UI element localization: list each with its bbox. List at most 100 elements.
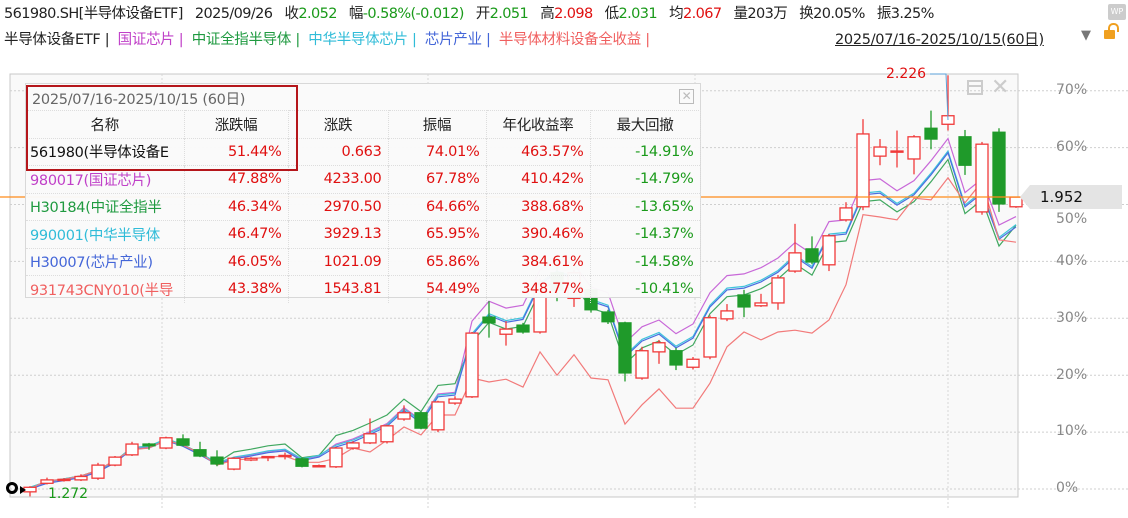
candle-body	[992, 131, 1006, 205]
table-row[interactable]: 561980(半导体设备E 51.44% 0.663 74.01% 463.57% -14…	[26, 137, 701, 166]
candle-body	[363, 433, 377, 444]
row-name: 561980(半导体设备E	[26, 137, 185, 166]
low-value: 2.031	[618, 6, 658, 22]
candle-body	[516, 324, 530, 333]
candle-body	[108, 456, 122, 466]
annualized-return-cell: 390.46%	[486, 220, 591, 248]
table-row[interactable]: H30184(中证全指半 46.34% 2970.50 64.66% 388.68% -1…	[26, 192, 701, 221]
row-name: 980017(国证芯片)	[26, 165, 185, 193]
candle-body	[958, 136, 972, 166]
row-name: 931743CNY010(半导	[26, 275, 185, 303]
symbol: 561980.SH[半导体设备ETF]	[4, 6, 183, 22]
candle-body	[652, 342, 666, 353]
table-row[interactable]: H30007(芯片产业) 46.05% 1021.09 65.86% 384.61% -1…	[26, 247, 701, 276]
candle-up	[108, 455, 122, 467]
candle-down	[193, 441, 207, 458]
candle-body	[346, 442, 360, 449]
candle-up	[686, 356, 700, 370]
amplitude-cell: 54.49%	[388, 275, 487, 303]
candle-body	[227, 457, 241, 470]
legend-item-931743[interactable]: 半导体材料设备全收益 |	[498, 32, 650, 48]
close-icon[interactable]: ✕	[991, 75, 1010, 100]
candle-up	[822, 234, 836, 272]
close-icon[interactable]: ✕	[679, 89, 694, 104]
col-annualized: 年化收益率	[486, 110, 591, 138]
panel-controls: ✕	[967, 75, 1017, 100]
candle-body	[975, 143, 989, 213]
annualized-return-cell: 348.77%	[486, 275, 591, 303]
candle-up	[448, 396, 462, 405]
candle-body	[74, 475, 88, 481]
candle-up	[40, 477, 54, 485]
col-change-pct: 涨跌幅	[184, 110, 289, 138]
change-value: -0.58%(-0.012)	[362, 6, 465, 22]
quote-date: 2025/09/26	[194, 6, 273, 22]
table-row[interactable]: 931743CNY010(半导 43.38% 1543.81 54.49% 348.77…	[26, 275, 701, 303]
candle-down	[669, 347, 683, 371]
candle-up	[159, 436, 173, 450]
table-row[interactable]: 980017(国证芯片) 47.88% 4233.00 67.78% 410.42% -1…	[26, 165, 701, 193]
candle-up	[278, 452, 292, 460]
y-tick-label: 30%	[1056, 309, 1088, 326]
candle-up	[261, 455, 275, 462]
col-max-drawdown: 最大回撤	[590, 110, 701, 138]
legend-item-990001[interactable]: 中华半导体芯片 |	[308, 32, 417, 48]
candle-down	[176, 434, 190, 447]
row-name: H30184(中证全指半	[26, 192, 185, 221]
lock-icon[interactable]	[1104, 23, 1119, 39]
candle-body	[414, 412, 428, 429]
candle-down	[992, 128, 1006, 212]
change-cell: 1543.81	[288, 275, 389, 303]
candle-body	[805, 248, 819, 263]
table-row[interactable]: 990001(中华半导体 46.47% 3929.13 65.95% 390.46% -1…	[26, 220, 701, 248]
candle-body	[91, 464, 105, 479]
candle-body	[737, 294, 751, 308]
candle-body	[397, 412, 411, 420]
candle-up	[652, 339, 666, 364]
low-marker-label: 1.272	[48, 486, 89, 502]
legend-item-h30007[interactable]: 芯片产业 |	[424, 32, 491, 48]
candle-body	[890, 150, 904, 153]
candle-body	[210, 456, 224, 465]
y-tick-label: 60%	[1056, 138, 1088, 155]
candle-up	[873, 139, 887, 166]
window-icon[interactable]	[967, 80, 983, 95]
high-value: 2.098	[554, 6, 593, 22]
change-pct-cell: 46.34%	[184, 192, 289, 221]
candle-up	[380, 424, 394, 444]
candle-body	[873, 146, 887, 157]
amplitude-cell: 64.66%	[388, 192, 487, 221]
candle-down	[805, 236, 819, 265]
table-header: 名称 涨跌幅 涨跌 振幅 年化收益率 最大回撤	[26, 110, 701, 138]
legend-item-980017[interactable]: 国证芯片 |	[117, 32, 184, 48]
legend-item-etf[interactable]: 半导体设备ETF |	[4, 32, 110, 48]
triangle-down-icon[interactable]: ▼	[1081, 28, 1091, 43]
max-drawdown-cell: -13.65%	[590, 192, 701, 221]
candle-down	[924, 110, 938, 150]
y-tick-label: 0%	[1056, 480, 1079, 497]
candle-body	[244, 457, 258, 461]
max-drawdown-cell: -14.91%	[590, 137, 701, 166]
y-tick-label: 10%	[1056, 423, 1088, 440]
annualized-return-cell: 388.68%	[486, 192, 591, 221]
close-label: 收	[284, 6, 299, 22]
candle-body	[635, 350, 649, 379]
origin-handle-icon[interactable]	[6, 482, 26, 494]
current-price-tag: 1.952	[1020, 185, 1122, 209]
legend-item-h30184[interactable]: 中证全指半导体 |	[191, 32, 301, 48]
candle-down	[601, 309, 615, 324]
change-pct-cell: 46.05%	[184, 247, 289, 276]
candle-up	[635, 346, 649, 380]
wp-icon[interactable]: WP	[1108, 4, 1126, 20]
candle-up	[907, 135, 921, 175]
candle-up	[703, 315, 717, 360]
change-cell: 0.663	[288, 137, 389, 166]
col-change: 涨跌	[288, 110, 389, 138]
date-range-selector[interactable]: 2025/07/16-2025/10/15(60日)	[835, 32, 1044, 48]
quote-bar: 561980.SH[半导体设备ETF] 2025/09/26 收2.052 幅-…	[4, 2, 934, 22]
candle-body	[380, 425, 394, 443]
candles	[23, 75, 1023, 497]
candle-down	[295, 457, 309, 468]
change-pct-cell: 43.38%	[184, 275, 289, 303]
candle-up	[788, 223, 802, 273]
